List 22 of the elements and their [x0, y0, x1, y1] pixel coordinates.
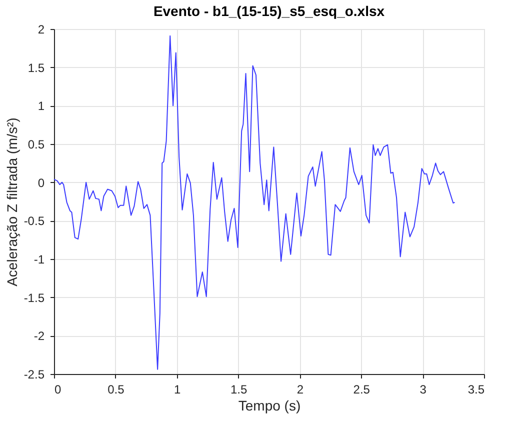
x-tick-label: 0: [54, 382, 62, 396]
y-tick-label: 0.5: [28, 138, 45, 152]
y-tick-label: -1.5: [24, 290, 45, 305]
y-tick-label: -1: [34, 252, 45, 266]
x-tick-label: 2: [296, 382, 304, 396]
x-tick-label: 3.5: [468, 382, 485, 396]
y-tick-label: -0.5: [24, 214, 45, 228]
y-tick-label: 1: [38, 99, 45, 114]
y-tick-label: 0: [38, 176, 45, 190]
x-tick-label: 2.5: [353, 382, 370, 396]
x-axis-title: Tempo (s): [238, 398, 301, 414]
line-series: [54, 35, 456, 370]
x-tick-label: 1: [174, 382, 182, 396]
y-tick-label: -2: [34, 329, 45, 344]
y-axis-title: Aceleração Z filtrada (m/s²): [4, 118, 20, 286]
x-tick-label: 0.5: [108, 382, 125, 396]
y-tick-label: -2.5: [24, 368, 45, 382]
chart-title: Evento - b1_(15-15)_s5_esq_o.xlsx: [153, 3, 385, 19]
y-tick-label: 1.5: [28, 60, 45, 75]
x-tick-label: 3: [420, 382, 427, 396]
y-tick-label: 2: [38, 22, 45, 36]
x-tick-label: 1.5: [230, 382, 248, 396]
